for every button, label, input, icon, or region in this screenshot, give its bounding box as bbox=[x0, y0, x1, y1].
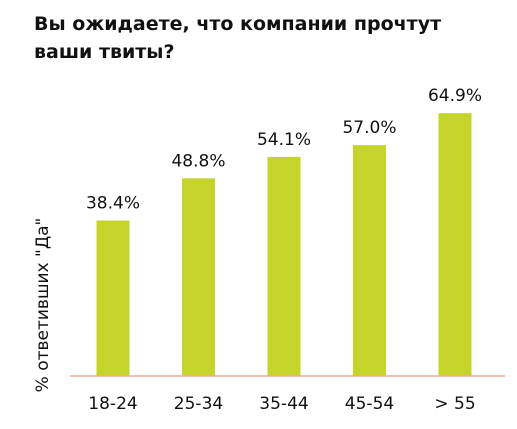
x-tick-label: 25-34 bbox=[174, 394, 223, 414]
data-label: 48.8% bbox=[171, 151, 225, 171]
data-label: 57.0% bbox=[342, 118, 396, 138]
data-label: 54.1% bbox=[257, 130, 311, 150]
bar-45-54 bbox=[353, 145, 386, 376]
x-tick-label: 18-24 bbox=[88, 394, 137, 414]
bar-35-44 bbox=[267, 156, 301, 376]
x-tick-label: 45-54 bbox=[345, 394, 394, 414]
chart-title: Вы ожидаете, что компании прочтут ваши т… bbox=[34, 13, 442, 63]
data-label: 64.9% bbox=[428, 86, 482, 106]
bar-55 bbox=[438, 113, 472, 376]
bar-25-34 bbox=[182, 178, 215, 376]
x-tick-label: 35-44 bbox=[259, 394, 308, 414]
x-tick-label: > 55 bbox=[434, 394, 475, 414]
bars-group bbox=[96, 113, 472, 376]
data-label: 38.4% bbox=[86, 193, 140, 213]
labels-group: 38.4% 18-24 48.8% 25-34 54.1% 35-44 57.0% 45-54… bbox=[86, 86, 482, 414]
bar-18-24 bbox=[96, 220, 130, 376]
